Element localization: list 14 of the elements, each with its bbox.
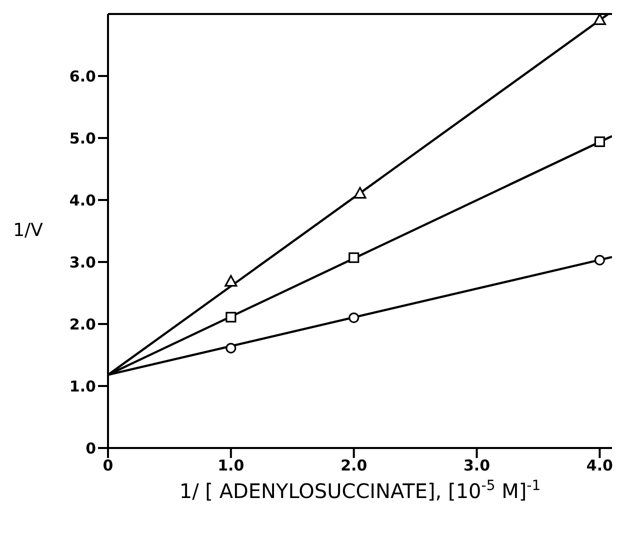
y-tick-label: 4.0 [69,191,96,210]
x-tick-label: 3.0 [463,456,490,475]
x-tick-label: 1.0 [218,456,244,475]
x-tick-label: 2.0 [340,456,368,475]
x-tick-label: 4.0 [586,456,613,475]
y-tick-label: 2.0 [69,315,96,334]
y-tick-label: 6.0 [69,67,96,86]
y-tick-label: 1.0 [69,377,96,396]
y-tick-label: 5.0 [69,129,96,148]
y-axis-title: 1/V [13,220,44,240]
y-tick-label: 3.0 [69,253,96,272]
y-tick-label: 0 [86,439,96,458]
x-tick-label: 0 [102,456,114,475]
x-axis-title: 1/ [ ADENYLOSUCCINATE], [10$^{-5}$ M]$^{-1}$ [179,478,541,503]
